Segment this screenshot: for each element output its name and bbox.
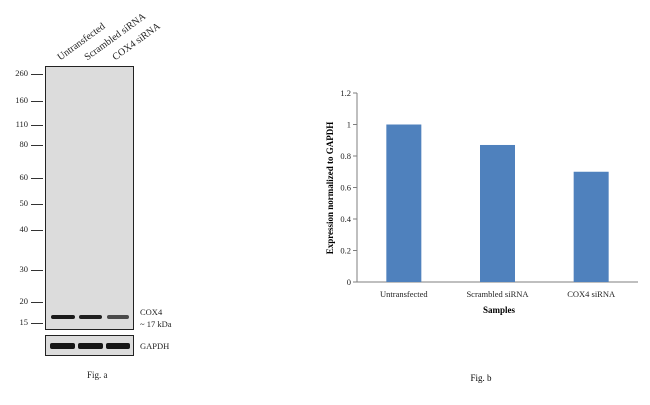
y-tick-label: 0.6 — [340, 183, 351, 193]
x-tick-label: Untransfected — [380, 289, 428, 299]
y-tick-label: 0.8 — [340, 151, 351, 161]
mw-tick-30 — [31, 270, 43, 271]
cox4-blot — [45, 66, 134, 330]
mw-tick-160 — [31, 101, 43, 102]
target-label: COX4 — [140, 307, 163, 317]
cox4-band-untransfected — [51, 315, 75, 319]
gapdh-band-scrambled — [78, 343, 103, 349]
mw-tick-20 — [31, 302, 43, 303]
x-tick-label: COX4 siRNA — [567, 289, 616, 299]
gapdh-blot — [45, 335, 134, 356]
mw-tick-15 — [31, 323, 43, 324]
y-axis-label: Expression normalized to GAPDH — [325, 122, 335, 255]
x-axis-label: Samples — [483, 305, 516, 315]
y-tick-label: 0.2 — [340, 246, 351, 256]
target-size-label: ~ 17 kDa — [140, 319, 172, 329]
mw-label-50: 50 — [19, 198, 29, 208]
mw-label-20: 20 — [19, 296, 29, 306]
gapdh-band-untransfected — [50, 343, 75, 349]
mw-label-60: 60 — [19, 172, 29, 182]
mw-label-40: 40 — [19, 224, 29, 234]
bar — [386, 124, 422, 282]
mw-label-110: 110 — [15, 119, 28, 129]
bar — [573, 171, 609, 282]
mw-label-30: 30 — [19, 264, 29, 274]
mw-label-160: 160 — [15, 95, 28, 105]
y-tick-label: 1.2 — [340, 88, 351, 98]
mw-tick-40 — [31, 230, 43, 231]
cox4-band-scrambled — [79, 315, 102, 319]
y-tick-label: 1 — [347, 120, 351, 130]
mw-tick-110 — [31, 125, 43, 126]
mw-tick-60 — [31, 178, 43, 179]
fig-a-caption: Fig. a — [87, 370, 108, 380]
y-tick-label: 0.4 — [340, 214, 351, 224]
mw-tick-80 — [31, 145, 43, 146]
mw-label-15: 15 — [19, 317, 29, 327]
bar — [480, 144, 515, 282]
loading-control-label: GAPDH — [140, 341, 170, 351]
fig-b-caption: Fig. b — [470, 373, 492, 383]
mw-label-260: 260 — [15, 68, 28, 78]
mw-tick-50 — [31, 204, 43, 205]
y-tick-label: 0 — [347, 277, 351, 287]
x-tick-label: Scrambled siRNA — [466, 289, 529, 299]
mw-tick-260 — [31, 74, 43, 75]
cox4-band-cox4-sirna — [107, 315, 129, 319]
mw-label-80: 80 — [19, 139, 29, 149]
gapdh-band-cox4-sirna — [106, 343, 130, 349]
